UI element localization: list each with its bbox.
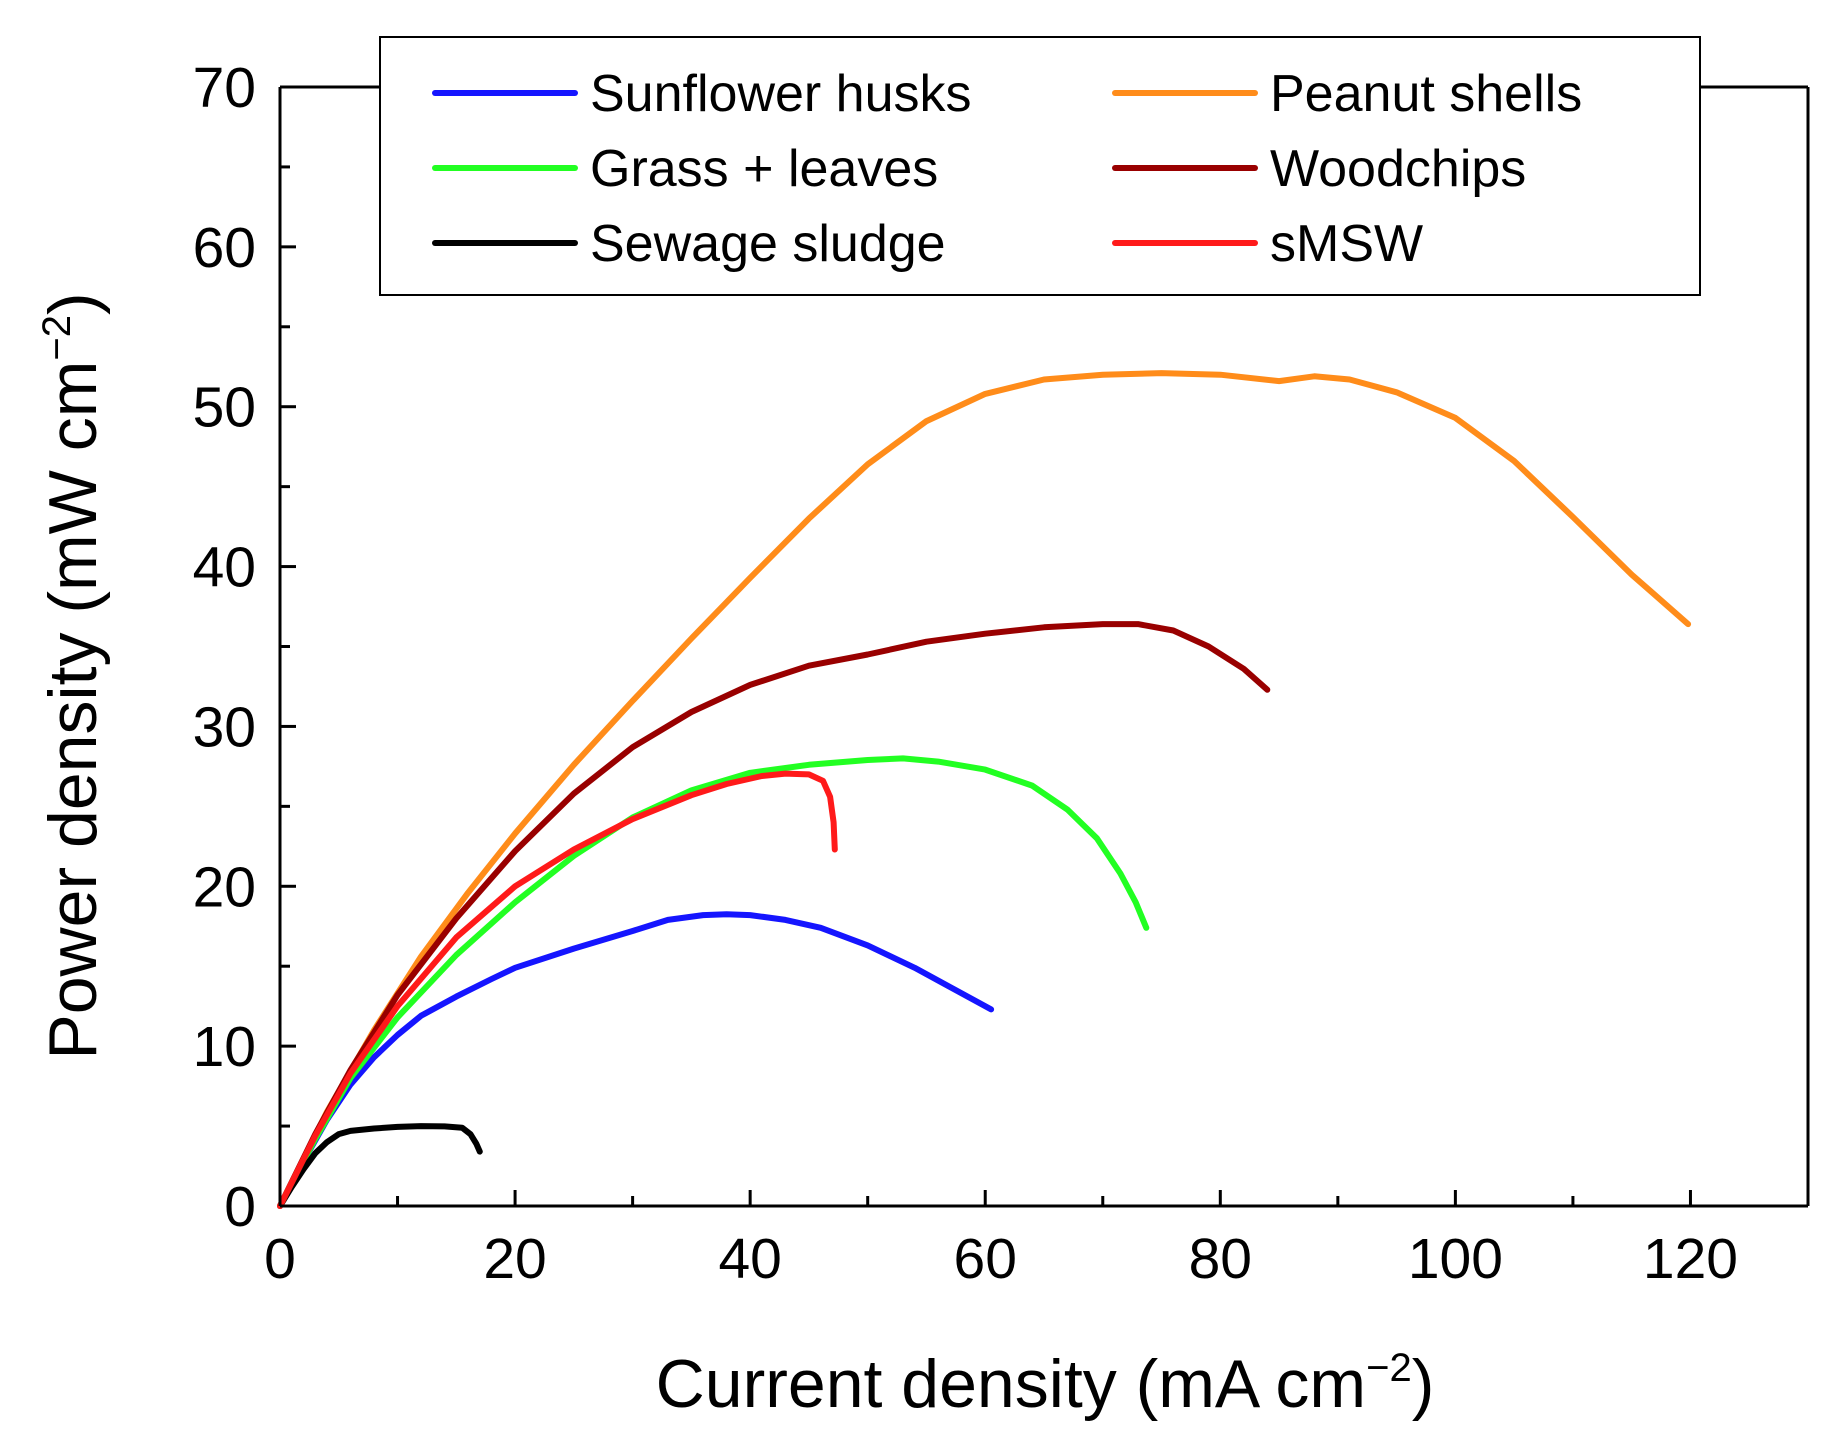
legend-box — [379, 36, 1701, 296]
legend: Sunflower husks Grass + leaves Sewage slud… — [379, 36, 1701, 296]
legend-label: Grass + leaves — [590, 140, 938, 198]
legend-item-peanut-shells: Peanut shells — [1112, 65, 1582, 123]
legend-item-grass-leaves: Grass + leaves — [432, 140, 938, 198]
x-tick-label: 100 — [1408, 1227, 1503, 1291]
y-tick-label: 10 — [193, 1015, 256, 1079]
series-line-sewage-sludge — [277, 1123, 483, 1209]
x-axis-title: Current density (mA cm−2) — [656, 1346, 1435, 1422]
y-tick-label: 40 — [193, 536, 256, 600]
series-lines — [277, 370, 1692, 1209]
legend-label: Peanut shells — [1270, 65, 1582, 123]
x-tick-label: 60 — [954, 1227, 1017, 1291]
x-tick-label: 120 — [1643, 1227, 1738, 1291]
x-tick-label: 40 — [718, 1227, 781, 1291]
x-tick-label: 20 — [483, 1227, 546, 1291]
y-axis-title-exponent: −2 — [35, 315, 79, 361]
tick-marks — [278, 85, 1810, 1208]
series-line-grass-leaves — [277, 755, 1150, 1209]
y-tick-label: 50 — [193, 376, 256, 440]
series-line-peanut-shells — [277, 370, 1692, 1209]
x-tick-label: 80 — [1189, 1227, 1252, 1291]
legend-item-sewage-sludge: Sewage sludge — [432, 215, 946, 273]
legend-label: Woodchips — [1270, 140, 1526, 198]
legend-label: Sunflower husks — [590, 65, 972, 123]
series-line-woodchips — [277, 621, 1271, 1209]
y-tick-label: 60 — [193, 216, 256, 280]
y-axis-title: Power density (mW cm−2) — [35, 292, 111, 1059]
tick-labels: 0 20 40 60 80 100 120 0 10 20 30 40 50 60 70 — [193, 56, 1738, 1291]
x-axis-title-exponent: −2 — [1366, 1346, 1412, 1390]
legend-label: Sewage sludge — [590, 215, 946, 273]
legend-item-sunflower-husks: Sunflower husks — [432, 65, 972, 123]
x-tick-label: 0 — [264, 1227, 296, 1291]
series-line-sunflower-husks — [277, 911, 995, 1209]
legend-item-woodchips: Woodchips — [1112, 140, 1526, 198]
y-tick-label: 20 — [193, 855, 256, 919]
y-tick-label: 0 — [224, 1175, 256, 1239]
y-tick-label: 70 — [193, 56, 256, 120]
legend-label: sMSW — [1270, 215, 1423, 273]
y-tick-label: 30 — [193, 695, 256, 759]
legend-item-smsw: sMSW — [1112, 215, 1423, 273]
series-line-smsw — [277, 770, 838, 1209]
